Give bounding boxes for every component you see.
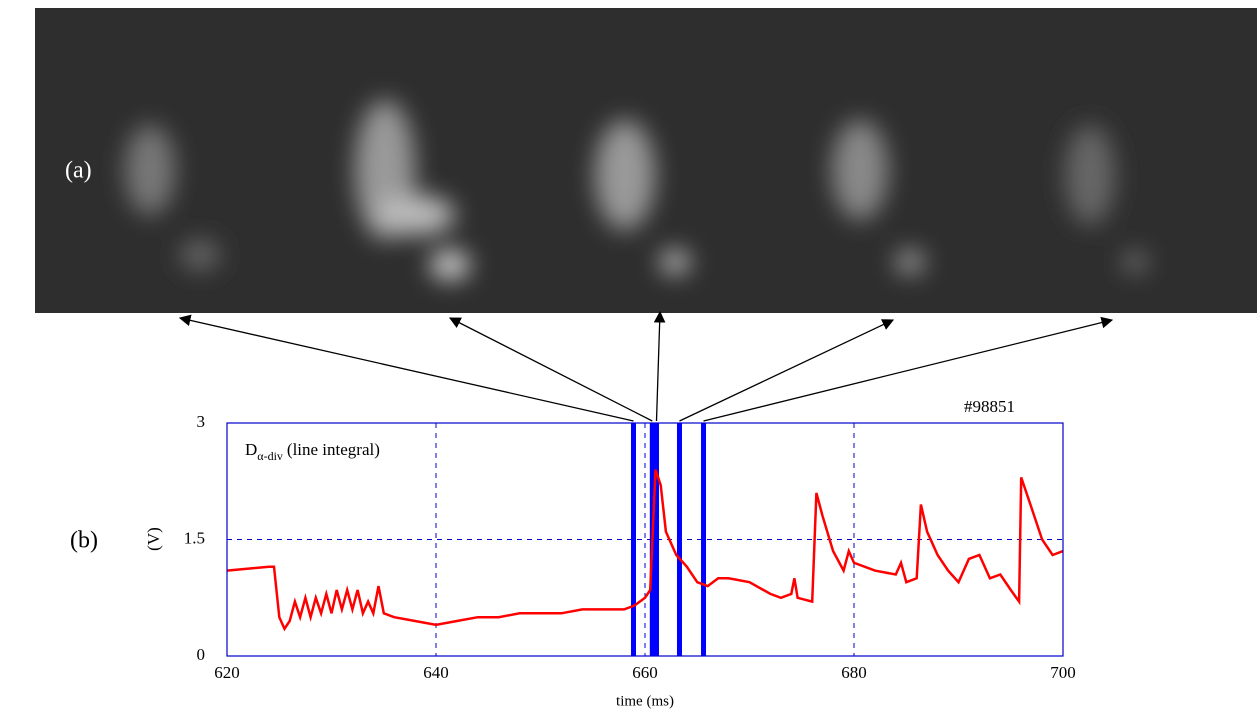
panel-label: (a) (65, 158, 92, 184)
panel-label: (b) (70, 528, 98, 554)
y-tick-label: 3 (197, 412, 206, 431)
frame-arrow (178, 314, 634, 422)
x-tick-label: 660 (632, 663, 658, 682)
frame-arrow (653, 310, 666, 422)
x-axis-label: time (ms) (616, 693, 674, 709)
frame-arrow (679, 319, 895, 422)
y-tick-label: 0 (197, 645, 206, 664)
data-line (226, 469, 1064, 632)
frame-arrow (703, 316, 1114, 422)
camera-frames (125, 100, 1147, 280)
x-tick-label: 680 (841, 663, 867, 682)
y-tick-label: 1.5 (184, 528, 205, 547)
frame-arrow (448, 317, 653, 422)
shot-number: #98851 (964, 397, 1015, 416)
x-tick-label: 640 (423, 663, 449, 682)
x-tick-label: 620 (214, 663, 240, 682)
annotation-sub: α-div (257, 449, 283, 463)
x-tick-label: 700 (1050, 663, 1076, 682)
annotation-text: (line integral) (287, 440, 380, 459)
y-axis-label: (V) (144, 527, 163, 551)
annotation: Dα-div (line integral) (245, 440, 380, 463)
annotation-main: D (245, 440, 257, 459)
plot-frame (226, 422, 1064, 657)
